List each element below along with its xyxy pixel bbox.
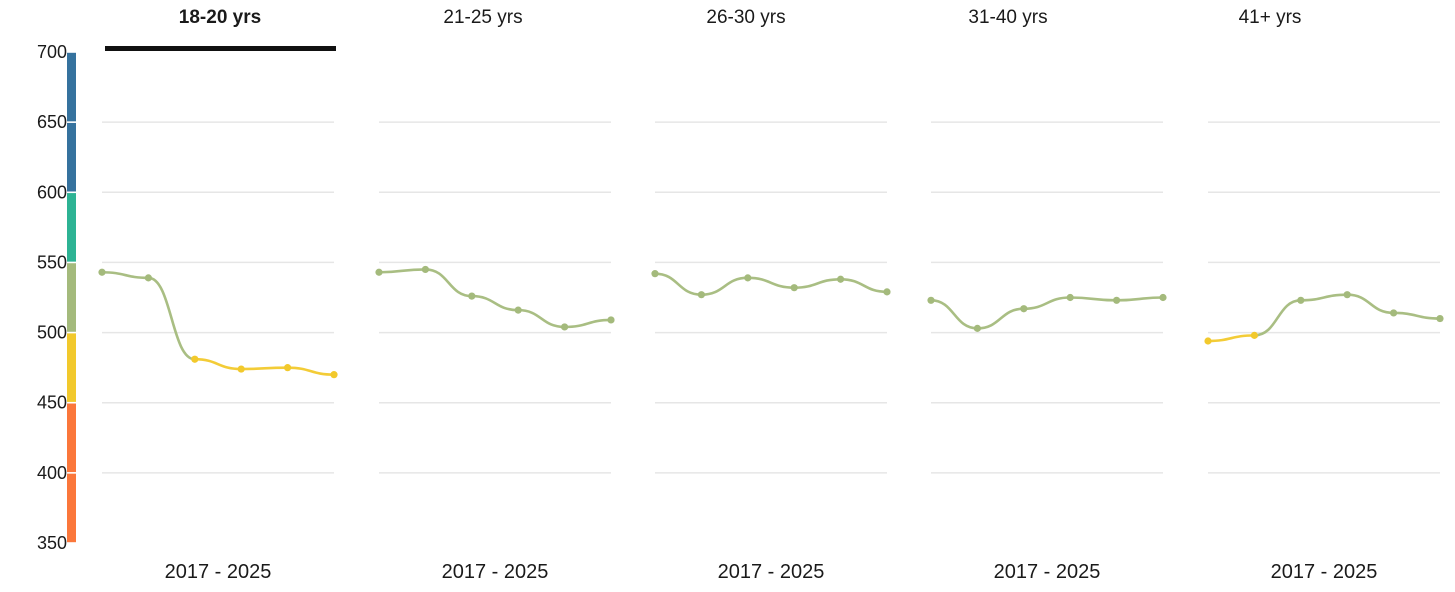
data-point: [1113, 296, 1121, 304]
data-point: [98, 268, 106, 276]
y-tick-label: 550: [37, 252, 67, 272]
data-point: [237, 365, 245, 373]
series-line-segment: [929, 299, 979, 330]
data-point: [1250, 331, 1258, 339]
y-tick-label: 650: [37, 112, 67, 132]
data-point: [144, 274, 152, 282]
series-line-segment: [746, 276, 796, 289]
series-line-segment: [424, 268, 474, 298]
data-point: [927, 296, 935, 304]
data-point: [191, 355, 199, 363]
y-tick-label: 450: [37, 393, 67, 413]
period-label: 2017 - 2025: [1271, 561, 1378, 583]
data-point: [514, 306, 522, 314]
data-point: [744, 274, 752, 282]
data-point: [1066, 293, 1074, 302]
series-line-segment: [700, 276, 750, 296]
tab-age-group[interactable]: 41+ yrs: [1239, 7, 1302, 28]
data-point: [1020, 305, 1028, 313]
series-line-segment: [286, 366, 336, 376]
series-line-segment: [1206, 334, 1256, 343]
series-line-segment: [147, 276, 197, 361]
color-scale-segment: [67, 122, 76, 192]
series-line-segment: [1022, 296, 1072, 311]
series-line-segment: [1345, 293, 1395, 315]
period-label: 2017 - 2025: [994, 561, 1101, 583]
y-tick-label: 500: [37, 323, 67, 343]
y-tick-label: 700: [37, 42, 67, 62]
y-tick-label: 600: [37, 182, 67, 202]
color-scale-segment: [67, 52, 76, 122]
data-point: [1390, 309, 1398, 317]
color-scale-segment: [67, 333, 76, 402]
series-line-segment: [1115, 296, 1165, 302]
tab-age-group[interactable]: 26-30 yrs: [706, 7, 785, 28]
color-scale-segment: [67, 263, 76, 332]
series-line-segment: [792, 277, 842, 289]
tab-age-group[interactable]: 18-20 yrs: [179, 7, 261, 28]
period-label: 2017 - 2025: [165, 561, 272, 583]
y-tick-label: 400: [37, 463, 67, 483]
data-point: [421, 265, 429, 274]
series-line-segment: [653, 272, 703, 296]
series-line-segment: [976, 307, 1026, 330]
series-line-segment: [193, 357, 243, 371]
data-point: [1436, 314, 1444, 323]
data-point: [284, 364, 292, 372]
data-point: [375, 268, 383, 276]
y-tick-label: 350: [37, 533, 67, 553]
data-point: [607, 316, 615, 324]
series-line-segment: [377, 268, 427, 274]
data-point: [468, 292, 476, 300]
series-line-segment: [239, 366, 289, 371]
active-tab-indicator: [105, 46, 336, 51]
series-line-segment: [470, 294, 520, 312]
series-line-segment: [100, 270, 150, 280]
data-point: [1204, 337, 1212, 345]
data-point: [1297, 296, 1305, 304]
period-label: 2017 - 2025: [442, 561, 549, 583]
series-line-segment: [839, 277, 889, 294]
data-point: [790, 284, 798, 292]
data-point: [883, 288, 891, 296]
color-scale-segment: [67, 193, 76, 262]
color-scale-segment: [67, 473, 76, 543]
data-point: [837, 275, 845, 283]
period-label: 2017 - 2025: [718, 561, 825, 583]
series-line-segment: [1068, 296, 1118, 302]
series-line-segment: [516, 308, 566, 329]
series-line-segment: [563, 318, 613, 329]
tab-age-group[interactable]: 21-25 yrs: [443, 7, 522, 28]
data-point: [1159, 293, 1167, 302]
series-line-segment: [1299, 293, 1349, 302]
series-line-segment: [1253, 299, 1303, 337]
data-point: [973, 324, 982, 332]
data-point: [697, 291, 706, 299]
tab-age-group[interactable]: 31-40 yrs: [968, 7, 1047, 28]
data-point: [561, 323, 569, 331]
color-scale-segment: [67, 403, 76, 473]
data-point: [1343, 291, 1351, 299]
series-line-segment: [1392, 311, 1442, 320]
data-point: [651, 270, 659, 278]
data-point: [330, 371, 338, 379]
